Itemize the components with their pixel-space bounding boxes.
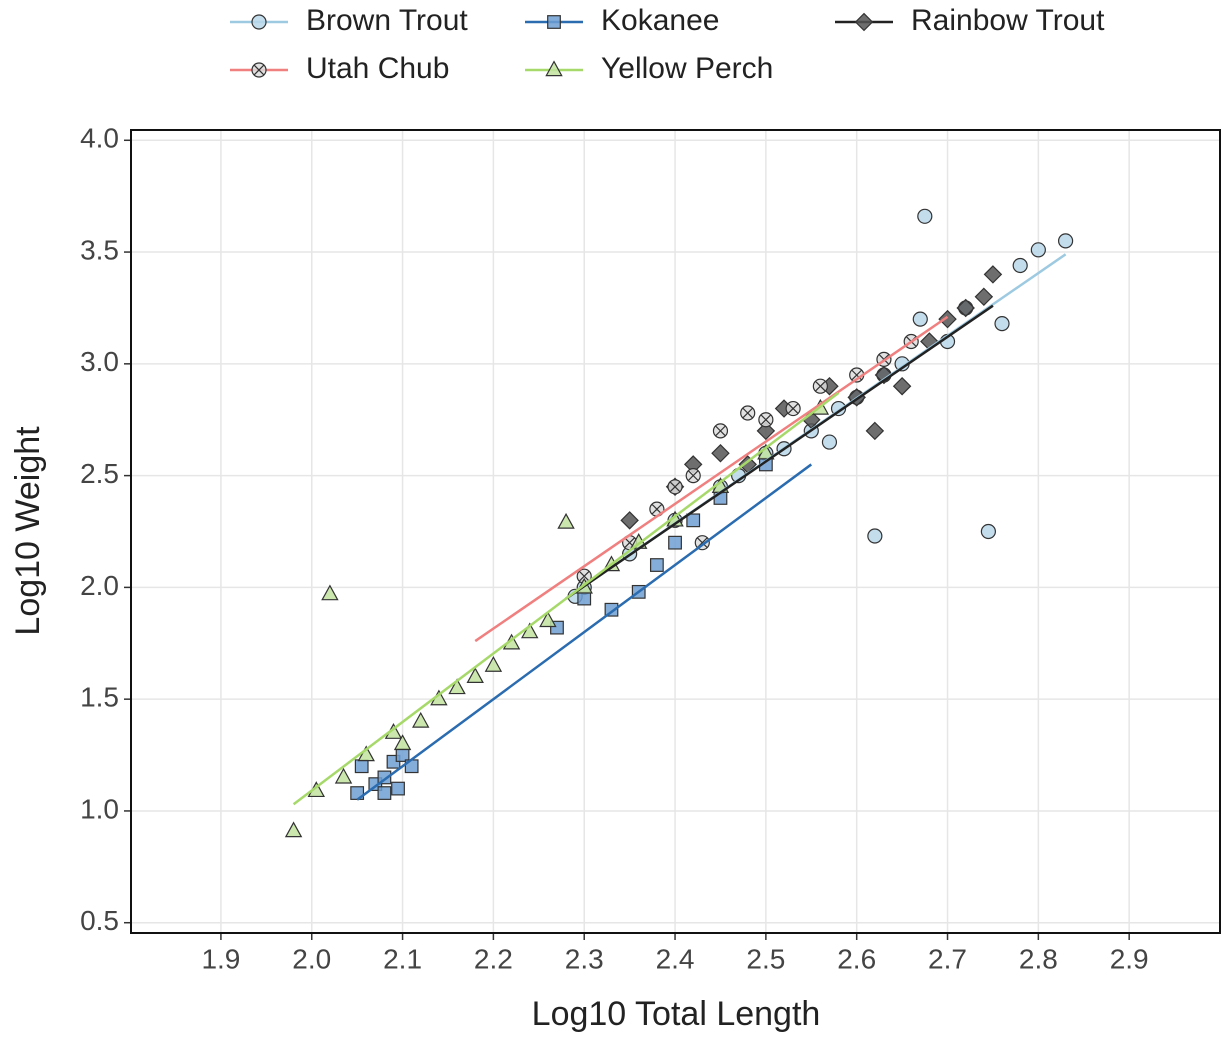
point (321, 584, 339, 601)
legend-label: Utah Chub (306, 52, 449, 85)
point (685, 468, 701, 484)
x-tick-label: 2.1 (383, 943, 422, 974)
x-tick-label: 1.9 (201, 943, 240, 974)
point (668, 535, 682, 550)
point (874, 365, 894, 385)
point (756, 421, 776, 441)
point (712, 423, 729, 439)
point (867, 528, 883, 544)
point (917, 208, 933, 224)
point (983, 265, 1003, 284)
point (892, 376, 912, 396)
legend-marker (251, 14, 267, 30)
x-tick-label: 2.2 (474, 943, 513, 974)
point (377, 786, 392, 800)
fit-line (356, 463, 813, 801)
point (812, 378, 828, 394)
point (758, 412, 774, 428)
legend-marker (854, 12, 874, 32)
point (994, 315, 1010, 332)
point (956, 298, 975, 318)
point (384, 723, 403, 739)
y-tick-label: 4.0 (80, 123, 119, 154)
x-tick-label: 2.8 (1019, 943, 1058, 974)
legend-label: Rainbow Trout (911, 4, 1105, 37)
point (576, 568, 592, 584)
point (980, 523, 996, 540)
point (912, 311, 928, 327)
point (1012, 257, 1028, 274)
x-tick-label: 2.6 (837, 943, 876, 974)
point (391, 781, 405, 796)
point (974, 287, 994, 307)
y-tick-label: 2.5 (80, 458, 119, 489)
y-tick-label: 3.5 (80, 234, 119, 265)
point (686, 513, 701, 528)
legend-label: Brown Trout (306, 4, 468, 37)
point (711, 444, 730, 463)
point (938, 309, 957, 329)
legend-marker (251, 62, 267, 78)
y-tick-label: 1.0 (80, 793, 119, 824)
point (649, 558, 664, 572)
point (785, 400, 801, 417)
point (1057, 233, 1074, 249)
point (667, 479, 683, 495)
x-tick-label: 2.5 (746, 943, 785, 974)
point (557, 512, 575, 529)
point (1030, 242, 1046, 258)
x-axis-label: Log10 Total Length (532, 995, 821, 1033)
plot-border (130, 129, 1221, 934)
point (354, 759, 369, 774)
legend-label: Yellow Perch (601, 52, 773, 85)
fit-line (292, 391, 840, 806)
y-tick-label: 0.5 (80, 905, 119, 936)
y-tick-label: 3.0 (80, 346, 119, 377)
point (521, 622, 539, 639)
point (412, 711, 430, 728)
point (393, 734, 412, 751)
legend-marker (545, 60, 563, 77)
point (865, 421, 885, 441)
x-tick-label: 2.4 (656, 943, 695, 974)
fit-line (565, 304, 994, 600)
point (821, 434, 838, 450)
y-tick-label: 1.5 (80, 682, 119, 713)
point (448, 678, 466, 695)
point (466, 667, 484, 684)
point (620, 511, 639, 530)
legend-marker (547, 15, 561, 29)
point (740, 405, 756, 421)
point (539, 611, 557, 628)
point (577, 591, 592, 606)
legend-label: Kokanee (601, 4, 719, 37)
x-tick-label: 2.3 (565, 943, 604, 974)
point (284, 821, 303, 838)
x-tick-label: 2.7 (928, 943, 967, 974)
y-axis-label: Log10 Weight (9, 426, 47, 636)
y-tick-label: 2.0 (80, 570, 119, 601)
point (334, 767, 353, 784)
x-tick-label: 2.9 (1110, 943, 1149, 974)
fit-line (474, 315, 949, 643)
point (484, 655, 503, 672)
x-tick-label: 2.0 (292, 943, 331, 974)
